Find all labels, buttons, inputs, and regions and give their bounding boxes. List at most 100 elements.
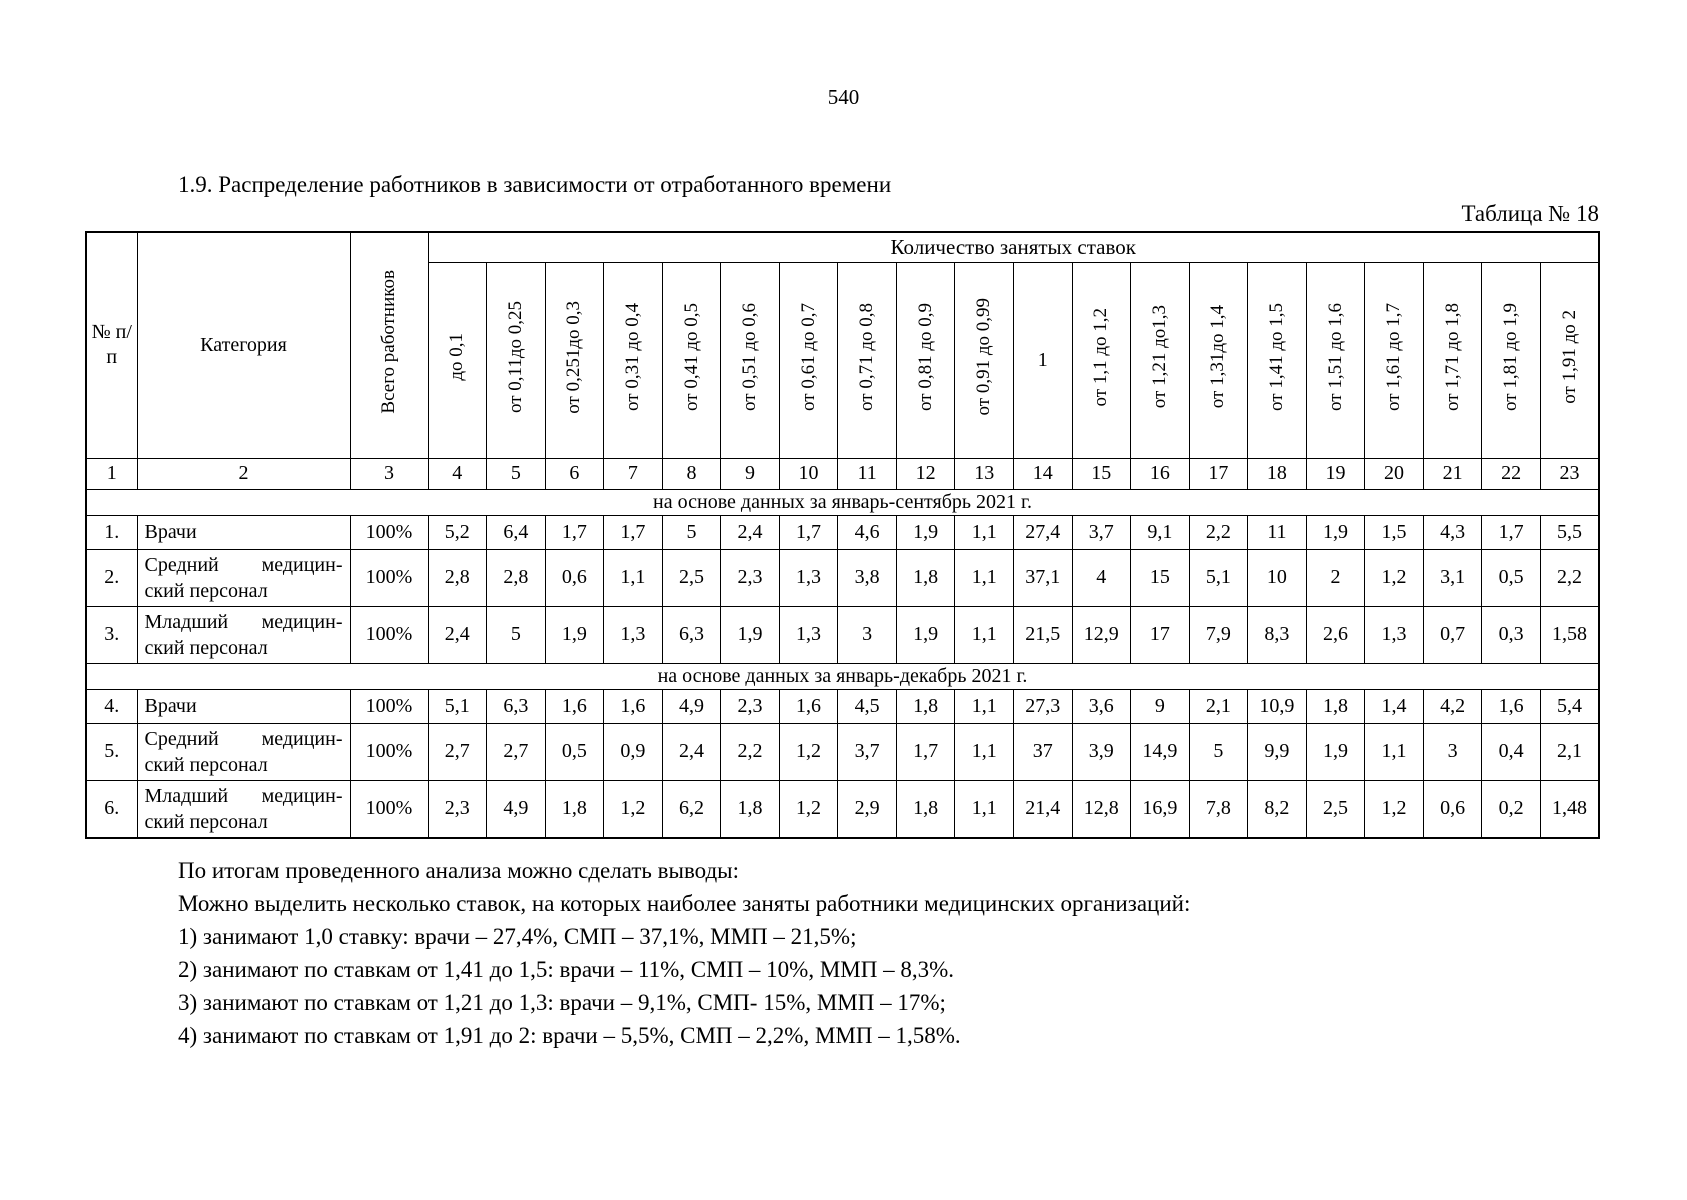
total-cell: 100%	[349, 548, 429, 607]
column-index: 9	[720, 457, 780, 490]
value-cell: 1,1	[954, 605, 1014, 664]
rate-col-label: от 0,11до 0,25	[504, 300, 526, 413]
col-header-total: Всего работников	[349, 231, 429, 459]
column-index: 10	[778, 457, 839, 490]
column-index: 8	[661, 457, 722, 490]
value-cell: 1,9	[544, 605, 605, 664]
value-cell: 5,4	[1539, 688, 1600, 724]
category-line: Врачи	[144, 521, 197, 543]
column-index: 5	[486, 457, 546, 490]
category-line: Младший медицин-	[144, 784, 343, 807]
value-cell: 1,8	[1305, 688, 1366, 724]
section-title-row: на основе данных за январь-декабрь 2021 …	[85, 662, 1600, 690]
column-index: 14	[1012, 457, 1073, 490]
value-cell: 0,4	[1481, 722, 1541, 781]
value-cell: 1,7	[778, 514, 839, 550]
rate-col-label: от 1,71 до 1,8	[1441, 303, 1463, 411]
total-cell: 100%	[349, 722, 429, 781]
table-body: на основе данных за январь-сентябрь 2021…	[85, 488, 1600, 838]
value-cell: 1,9	[895, 514, 956, 550]
value-cell: 9,9	[1247, 722, 1307, 781]
rate-col-header: от 0,91 до 0,99	[954, 261, 1014, 459]
conclusion-line: 4) занимают по ставкам от 1,91 до 2: вра…	[178, 1022, 961, 1048]
rate-col-label: от 0,61 до 0,7	[797, 303, 819, 411]
rate-col-label: до 0,1	[446, 333, 468, 381]
value-cell: 2,2	[1188, 514, 1249, 550]
column-index: 20	[1364, 457, 1424, 490]
value-cell: 9	[1130, 688, 1190, 724]
column-index: 3	[349, 457, 429, 490]
column-index: 23	[1539, 457, 1600, 490]
value-cell: 10,9	[1247, 688, 1307, 724]
value-cell: 2,2	[1539, 548, 1600, 607]
value-cell: 1,8	[544, 779, 605, 838]
value-cell: 1,8	[895, 548, 956, 607]
data-row: 4. Врачи 100% 5,1 6,3 1,6 1,6 4,9 2,3 1,6 4,5 1,8 1,…	[85, 688, 1600, 724]
rate-col-label: от 0,71 до 0,8	[856, 303, 878, 411]
value-cell: 1,4	[1364, 688, 1424, 724]
rate-col-header: от 0,11до 0,25	[486, 261, 546, 459]
value-cell: 4,3	[1422, 514, 1483, 550]
value-cell: 0,6	[1422, 779, 1483, 838]
value-cell: 1,1	[954, 548, 1014, 607]
category-line: ский персонал	[144, 810, 268, 833]
value-cell: 10	[1247, 548, 1307, 607]
value-cell: 1,2	[778, 722, 839, 781]
rate-col-header: от 0,71 до 0,8	[837, 261, 897, 459]
value-cell: 2,7	[427, 722, 488, 781]
value-cell: 2,4	[427, 605, 488, 664]
rate-col-header: от 0,251до 0,3	[544, 261, 605, 459]
category-cell: Врачи	[136, 514, 351, 550]
rate-col-header: от 1,31до 1,4	[1188, 261, 1249, 459]
value-cell: 37	[1012, 722, 1073, 781]
column-index: 18	[1247, 457, 1307, 490]
value-cell: 12,8	[1071, 779, 1132, 838]
value-cell: 7,8	[1188, 779, 1249, 838]
value-cell: 1,2	[778, 779, 839, 838]
row-number: 3.	[85, 605, 138, 664]
rate-col-header: от 0,31 до 0,4	[603, 261, 663, 459]
value-cell: 1,7	[544, 514, 605, 550]
value-cell: 11	[1247, 514, 1307, 550]
value-cell: 1,5	[1364, 514, 1424, 550]
value-cell: 5	[1188, 722, 1249, 781]
rate-col-label: от 0,31 до 0,4	[621, 303, 643, 411]
rate-col-label: от 1,41 до 1,5	[1266, 303, 1287, 411]
rate-col-label: от 1,21 до1,3	[1148, 305, 1170, 409]
rate-header-row: до 0,1 от 0,11до 0,25 от 0,251до 0,3 от 0,3…	[86, 261, 1600, 459]
column-index: 22	[1481, 457, 1541, 490]
value-cell: 2,3	[720, 688, 780, 724]
col-header-group: Количество занятых ставок	[427, 231, 1600, 263]
value-cell: 3,9	[1071, 722, 1132, 781]
value-cell: 5,1	[1188, 548, 1249, 607]
value-cell: 5	[661, 514, 722, 550]
rate-col-label: от 0,251до 0,3	[563, 300, 585, 414]
column-index: 6	[544, 457, 605, 490]
rate-col-label: от 0,41 до 0,5	[680, 303, 702, 411]
value-cell: 5	[486, 605, 546, 664]
value-cell: 1,1	[954, 514, 1014, 550]
section-heading: 1.9. Распределение работников в зависимо…	[178, 172, 892, 197]
col-header-category: Категория	[136, 231, 351, 459]
value-cell: 1,3	[778, 548, 839, 607]
rate-col-label: от 1,1 до 1,2	[1090, 307, 1112, 407]
conclusions-block: По итогам проведенного анализа можно сде…	[178, 854, 1687, 1052]
total-cell: 100%	[349, 688, 429, 724]
value-cell: 0,9	[603, 722, 663, 781]
value-cell: 2,3	[720, 548, 780, 607]
column-index: 21	[1422, 457, 1483, 490]
value-cell: 2,9	[837, 779, 897, 838]
category-cell: Средний медицин-ский персонал	[136, 722, 351, 781]
value-cell: 27,3	[1012, 688, 1073, 724]
rate-col-header: от 1,51 до 1,6	[1305, 261, 1366, 459]
rate-col-label: от 1,81 до 1,9	[1500, 303, 1522, 411]
value-cell: 2,4	[661, 722, 722, 781]
section-title: на основе данных за январь-сентябрь 2021…	[85, 488, 1600, 516]
index-row: 1 2 3 4 5 6 7 8 9 10 11 12 13 14 15 16 17 18 19 20 21 22 23	[85, 457, 1600, 490]
value-cell: 2,5	[1305, 779, 1366, 838]
total-cell: 100%	[349, 605, 429, 664]
data-row: 2. Средний медицин-ский персонал 100% 2,8 2,8…	[85, 548, 1600, 607]
column-index: 16	[1130, 457, 1190, 490]
value-cell: 1,1	[603, 548, 663, 607]
column-index: 4	[427, 457, 488, 490]
